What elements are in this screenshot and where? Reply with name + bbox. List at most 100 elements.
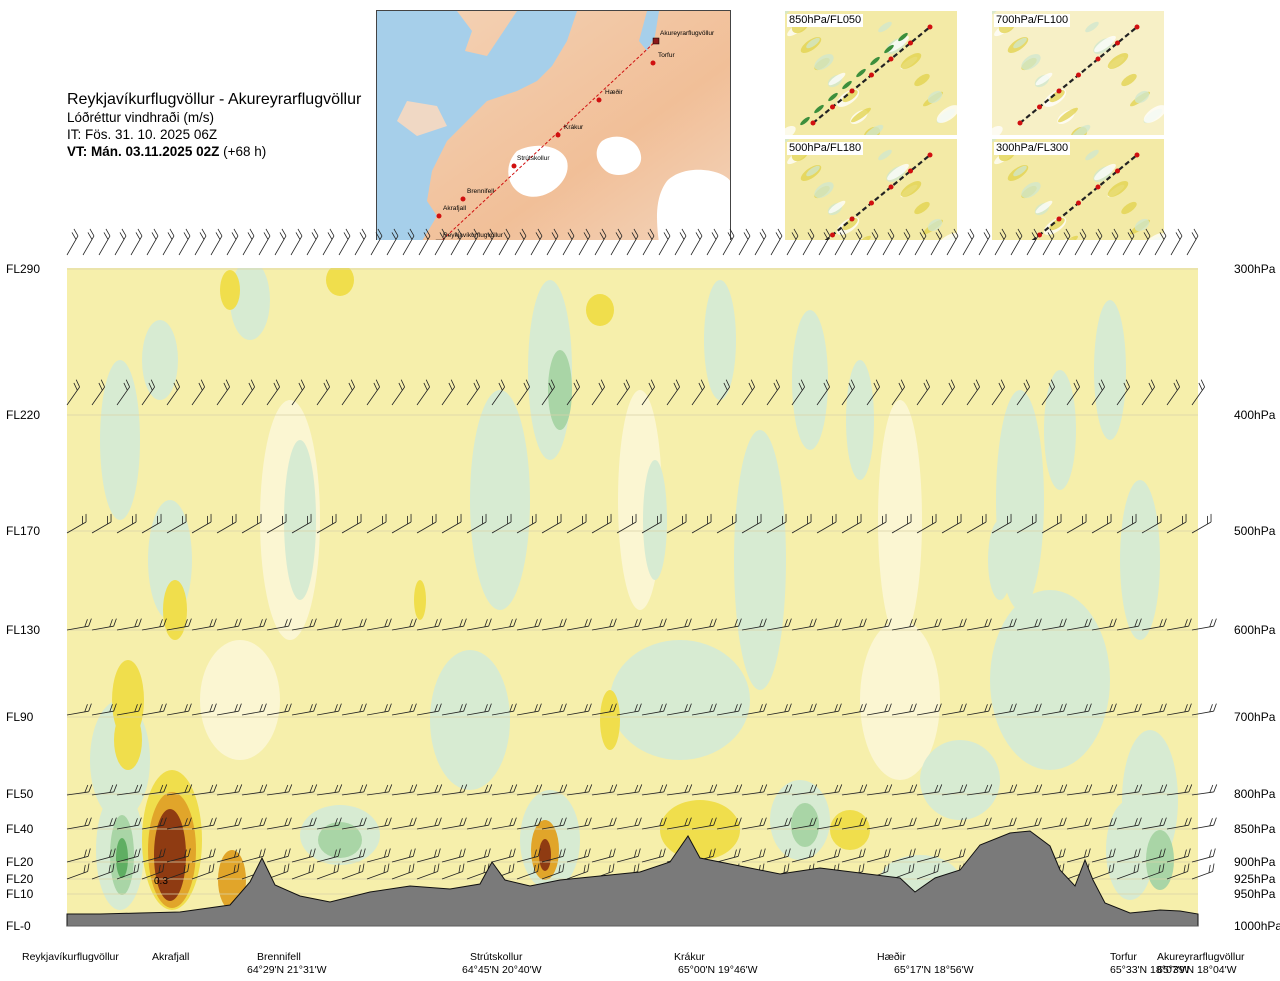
wind-barb <box>1154 228 1167 256</box>
waypoint-coordinates: 64°45'N 20°40'W <box>462 964 542 976</box>
wind-barb <box>691 618 717 631</box>
wind-barb <box>616 618 642 631</box>
wind-barb <box>516 618 542 631</box>
wind-barb <box>941 848 966 863</box>
wind-barb <box>516 817 542 830</box>
wind-barb <box>966 784 993 796</box>
wind-barb <box>291 618 317 631</box>
wind-barb <box>391 513 412 534</box>
wind-barb <box>716 703 742 716</box>
wind-barb <box>391 848 416 863</box>
wind-barb <box>966 618 992 631</box>
wind-barb <box>266 513 287 534</box>
wind-barb <box>491 784 518 796</box>
wind-barb <box>916 379 930 406</box>
wind-barb <box>916 618 942 631</box>
wind-barb <box>341 817 367 830</box>
wind-barb <box>391 817 417 830</box>
wind-barb <box>1191 513 1212 534</box>
wind-barb <box>216 863 240 880</box>
wind-barb <box>466 228 479 256</box>
wind-barb <box>191 784 218 796</box>
wind-barb <box>866 513 887 534</box>
wind-barb <box>891 784 918 796</box>
route-map: Akureyrarflugvöllur Torfur Hæðir Krákur Strú… <box>376 10 731 262</box>
wind-barb <box>241 513 262 534</box>
wind-barb <box>306 228 319 256</box>
wind-barb <box>1141 379 1155 406</box>
wind-barb <box>1191 379 1205 406</box>
wind-barb <box>1191 784 1218 796</box>
wind-barb <box>791 618 817 631</box>
wind-barb <box>666 379 680 406</box>
wind-barb <box>241 817 267 830</box>
route-title: Reykjavíkurflugvöllur - Akureyrarflugvöl… <box>67 91 362 108</box>
wind-barb <box>1016 784 1043 796</box>
wind-barb <box>366 817 392 830</box>
wind-barb <box>191 703 217 716</box>
wind-barb <box>1141 863 1165 880</box>
flight-level-label: FL220 <box>6 408 41 422</box>
wind-barb <box>194 228 207 256</box>
waypoint-coordinates: 65°33'N 18°07'W <box>1110 964 1190 976</box>
wind-barb <box>566 863 590 880</box>
wind-barb <box>291 703 317 716</box>
wind-barb <box>641 817 667 830</box>
wind-barb <box>841 848 866 863</box>
wind-barb <box>1191 817 1217 830</box>
wind-barb <box>991 618 1017 631</box>
wind-barb <box>791 817 817 830</box>
wind-barb <box>191 379 205 406</box>
wind-barb <box>791 784 818 796</box>
wind-barb <box>1166 817 1192 830</box>
wind-barb <box>591 703 617 716</box>
wind-barb <box>441 513 462 534</box>
wind-barb <box>1016 618 1042 631</box>
wind-barb <box>116 618 142 631</box>
waypoint-name: Brennifell <box>257 951 301 963</box>
wind-barb <box>266 848 291 863</box>
wind-barb <box>591 513 612 534</box>
chart-subtitle: Lóðréttur vindhraði (m/s) <box>67 110 215 125</box>
wind-barb <box>316 703 342 716</box>
wind-barb <box>216 784 243 796</box>
wind-barb <box>566 817 592 830</box>
wind-barb <box>741 817 767 830</box>
wind-barb <box>1141 784 1168 796</box>
wind-barb <box>841 784 868 796</box>
wind-barb <box>341 848 366 863</box>
field-contour <box>734 430 786 690</box>
wind-barb <box>546 228 559 256</box>
wind-barb <box>366 784 393 796</box>
map-point-marker <box>555 132 561 138</box>
map-point-marker <box>460 196 466 202</box>
glacier-hofsjokull <box>596 136 642 176</box>
wind-barb <box>1186 228 1199 256</box>
wind-barb <box>241 848 266 863</box>
wind-barb <box>866 379 880 406</box>
wind-barb <box>642 228 655 256</box>
wind-barb <box>114 228 127 256</box>
field-contour <box>470 390 530 610</box>
wind-barb <box>914 228 927 256</box>
wind-barb <box>366 513 387 534</box>
wind-barb <box>391 618 417 631</box>
wind-barb <box>941 379 955 406</box>
wind-barb <box>82 228 95 256</box>
wind-barb <box>1074 228 1087 256</box>
wind-barb <box>991 784 1018 796</box>
wind-barb <box>266 817 292 830</box>
pressure-level-label: 700hPa <box>1234 710 1276 724</box>
wind-barb <box>226 228 239 256</box>
wind-barb <box>916 848 941 863</box>
wind-barb <box>341 863 365 880</box>
wind-barb <box>966 817 992 830</box>
wind-barb <box>1138 228 1151 256</box>
wind-barb <box>1170 228 1183 256</box>
wind-barb <box>66 784 93 796</box>
wind-barb <box>741 703 767 716</box>
wind-barb <box>466 513 487 534</box>
glacier-langjokull <box>508 145 568 197</box>
wind-barb <box>291 817 317 830</box>
wind-barb <box>416 784 443 796</box>
